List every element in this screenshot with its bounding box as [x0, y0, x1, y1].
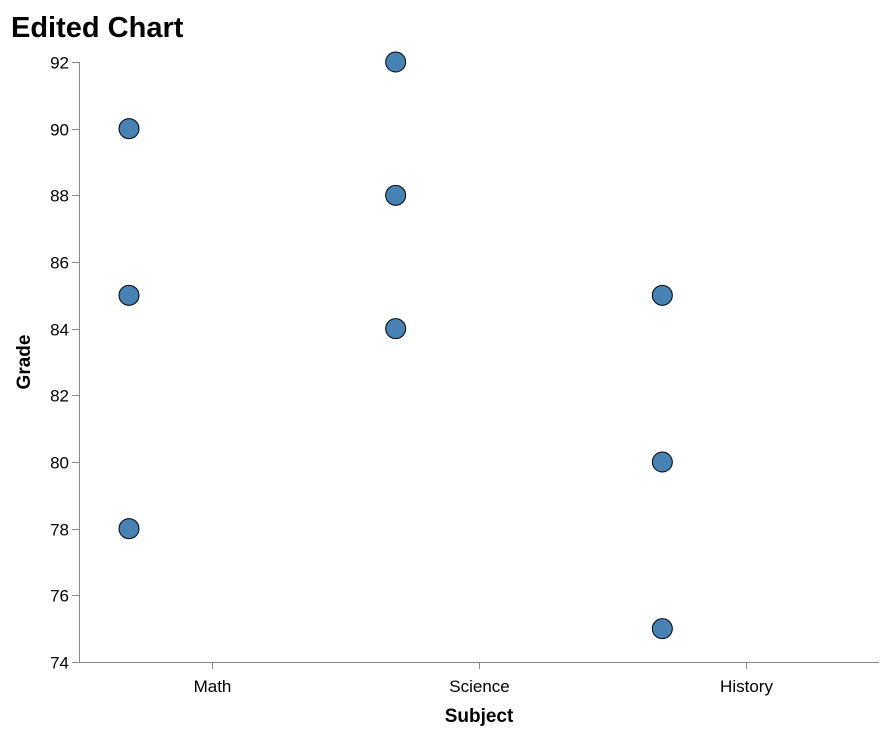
data-point[interactable] — [118, 284, 140, 306]
data-point[interactable] — [385, 51, 407, 73]
y-axis: 74 76 78 80 82 84 86 88 90 92 — [50, 54, 80, 673]
x-tick-label: Math — [194, 677, 232, 696]
x-ticks: Math Science History — [194, 662, 773, 696]
y-tick-label: 86 — [50, 254, 69, 273]
y-tick-label: 76 — [50, 587, 69, 606]
y-tick-label: 92 — [50, 54, 69, 73]
y-tick-label: 78 — [50, 521, 69, 540]
data-point[interactable] — [385, 184, 407, 206]
data-point[interactable] — [385, 318, 407, 340]
data-points — [118, 51, 673, 640]
x-axis-title: Subject — [445, 706, 514, 727]
x-axis: Math Science History — [79, 662, 879, 696]
x-tick-label: History — [720, 677, 773, 696]
x-tick-label: Science — [449, 677, 509, 696]
y-ticks: 74 76 78 80 82 84 86 88 90 92 — [50, 54, 79, 673]
y-tick-label: 80 — [50, 454, 69, 473]
y-tick-label: 88 — [50, 187, 69, 206]
y-tick-label: 82 — [50, 387, 69, 406]
chart-title: Edited Chart — [11, 12, 184, 44]
data-point[interactable] — [651, 451, 673, 473]
data-point[interactable] — [118, 118, 140, 140]
data-point[interactable] — [651, 284, 673, 306]
y-tick-label: 90 — [50, 121, 69, 140]
data-point[interactable] — [118, 518, 140, 540]
y-tick-label: 84 — [50, 321, 69, 340]
data-point[interactable] — [651, 618, 673, 640]
y-tick-label: 74 — [50, 654, 69, 673]
y-axis-title: Grade — [14, 335, 35, 390]
